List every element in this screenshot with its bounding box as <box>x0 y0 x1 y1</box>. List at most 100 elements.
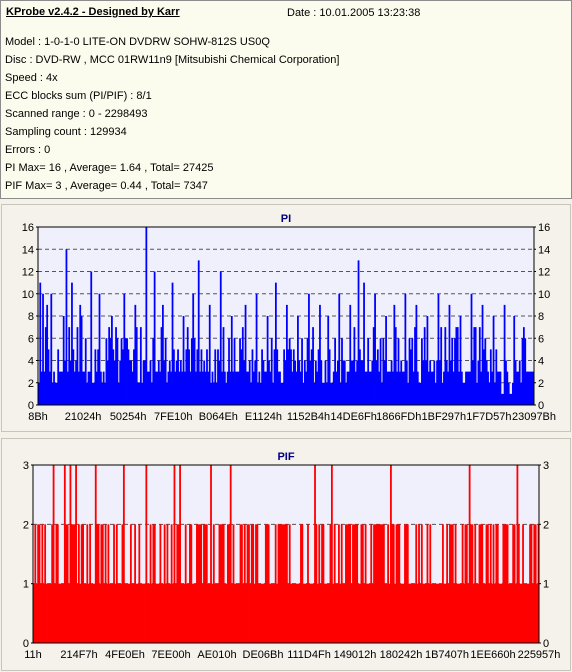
bar <box>137 583 139 643</box>
bar <box>204 371 207 406</box>
bar <box>175 360 178 405</box>
bar <box>507 382 510 405</box>
bar <box>451 338 454 405</box>
bar <box>262 360 265 405</box>
y-tick-label-right: 6 <box>538 333 544 345</box>
info-pif-stats: PIF Max= 3 , Average= 0.44 , Total= 7347 <box>5 180 208 192</box>
bar <box>332 583 335 643</box>
bar <box>365 371 368 406</box>
bar <box>494 583 496 643</box>
bar <box>51 524 54 643</box>
bar <box>492 524 495 643</box>
bar <box>236 583 239 643</box>
bar <box>404 293 407 405</box>
bar <box>208 304 211 406</box>
bar <box>181 371 184 406</box>
bar <box>281 382 284 405</box>
bar <box>423 327 426 406</box>
y-tick-label-right: 2 <box>543 519 549 531</box>
bar <box>49 371 51 406</box>
bar <box>256 524 259 643</box>
bar <box>308 583 311 643</box>
bar <box>437 583 440 643</box>
bar <box>366 583 368 643</box>
bar <box>269 583 271 643</box>
bar <box>309 360 312 405</box>
bar <box>314 360 317 405</box>
bar <box>381 382 383 405</box>
bar <box>481 524 484 643</box>
bar <box>87 583 90 643</box>
bar <box>52 465 55 643</box>
bar <box>339 583 342 643</box>
x-tick-label: 214F7h <box>60 649 97 661</box>
x-tick-label: 4FE0Eh <box>105 649 145 661</box>
bar <box>167 371 170 406</box>
bar <box>111 583 114 643</box>
bar <box>90 271 93 405</box>
bar <box>219 524 222 643</box>
bar <box>405 524 408 643</box>
bar <box>446 524 449 643</box>
bar <box>525 371 528 406</box>
bar <box>152 524 155 643</box>
bar <box>423 583 426 643</box>
bar <box>72 524 75 643</box>
bar <box>537 524 540 643</box>
bar <box>385 316 387 405</box>
bar <box>215 382 218 405</box>
bar <box>212 382 215 405</box>
bar <box>43 371 46 406</box>
bar <box>340 524 343 643</box>
bar <box>534 524 537 643</box>
bar <box>221 524 224 643</box>
bar <box>153 524 156 643</box>
bar <box>412 583 415 643</box>
bar <box>325 583 328 643</box>
bar <box>102 371 105 406</box>
bar <box>197 260 200 406</box>
bar <box>531 371 534 406</box>
bar <box>118 583 121 643</box>
bar <box>455 327 458 406</box>
bar <box>329 524 332 643</box>
bar <box>115 327 117 406</box>
bar <box>353 327 356 406</box>
bar <box>148 371 150 406</box>
bar <box>88 371 91 406</box>
bar <box>138 382 141 405</box>
bar <box>84 338 87 405</box>
bar <box>339 382 342 405</box>
bar <box>149 360 152 405</box>
bar <box>484 583 486 643</box>
bar <box>157 360 160 405</box>
bar <box>406 524 409 643</box>
bar <box>483 349 485 406</box>
bar <box>454 338 456 405</box>
x-tick-label: 8Bh <box>28 411 48 423</box>
bar <box>475 583 478 643</box>
bar <box>164 338 167 405</box>
bar <box>168 360 171 405</box>
y-tick-label-left: 8 <box>28 311 34 323</box>
bar-series <box>33 465 540 643</box>
bar <box>291 583 294 643</box>
bar <box>123 293 126 405</box>
bar <box>62 583 65 643</box>
bar <box>434 583 437 643</box>
bar <box>68 327 71 406</box>
bar <box>142 360 145 405</box>
bar <box>425 360 427 405</box>
bar <box>93 583 96 643</box>
bar <box>141 583 144 643</box>
bar <box>509 393 511 406</box>
info-sampling-count: Sampling count : 129934 <box>5 126 127 138</box>
bar <box>75 360 77 405</box>
y-tick-label-left: 14 <box>22 244 34 256</box>
bar <box>323 583 326 643</box>
bar <box>485 360 488 405</box>
bar <box>288 338 291 405</box>
bar <box>517 371 520 406</box>
bar <box>444 583 447 643</box>
bar <box>335 583 337 643</box>
